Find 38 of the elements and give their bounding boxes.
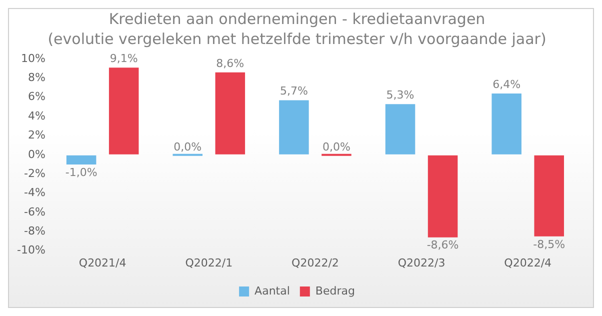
y-tick-label: 8%: [28, 71, 46, 84]
y-tick-label: 10%: [20, 52, 46, 65]
data-label: -1,0%: [65, 166, 98, 179]
x-tick-label: Q2022/2: [292, 256, 339, 270]
x-tick-label: Q2022/1: [185, 256, 233, 270]
legend-label: Aantal: [254, 284, 290, 298]
data-label: 0,0%: [322, 140, 350, 154]
data-label: 6,4%: [492, 78, 521, 91]
x-tick-label: Q2021/4: [78, 256, 126, 270]
bar: [108, 68, 139, 154]
y-tick-label: 6%: [28, 90, 46, 104]
y-tick-label: -8%: [24, 224, 46, 238]
y-tick-label: -10%: [16, 244, 46, 257]
x-tick-label: Q2022/4: [504, 256, 552, 270]
y-tick-label: -4%: [24, 186, 46, 200]
data-label: 8,6%: [216, 56, 244, 70]
chart-title: Kredieten aan ondernemingen - kredietaanvragen: [108, 10, 486, 28]
data-label: 5,3%: [386, 88, 414, 102]
y-tick-label: 2%: [28, 128, 46, 142]
y-tick-label: 4%: [28, 109, 46, 122]
bar: [385, 104, 416, 154]
y-tick-label: -6%: [24, 205, 46, 218]
bar: [534, 155, 564, 236]
data-label: 5,7%: [280, 84, 308, 98]
bar: [215, 72, 246, 154]
data-label: 9,1%: [110, 52, 138, 65]
bar: [492, 94, 522, 154]
bar: [66, 155, 96, 164]
bar: [428, 155, 458, 238]
data-label: 0,0%: [174, 140, 202, 154]
y-tick-label: -2%: [24, 166, 46, 180]
x-tick-label: Q2022/3: [398, 256, 446, 270]
chart-subtitle: (evolutie vergeleken met hetzelfde trimester v/h voorgaande jaar): [48, 30, 546, 48]
data-label: -8,5%: [533, 238, 566, 251]
y-tick-label: 0%: [28, 148, 46, 161]
bar: [279, 100, 309, 154]
legend-label: Bedrag: [315, 284, 355, 298]
data-label: -8,6%: [426, 238, 459, 252]
